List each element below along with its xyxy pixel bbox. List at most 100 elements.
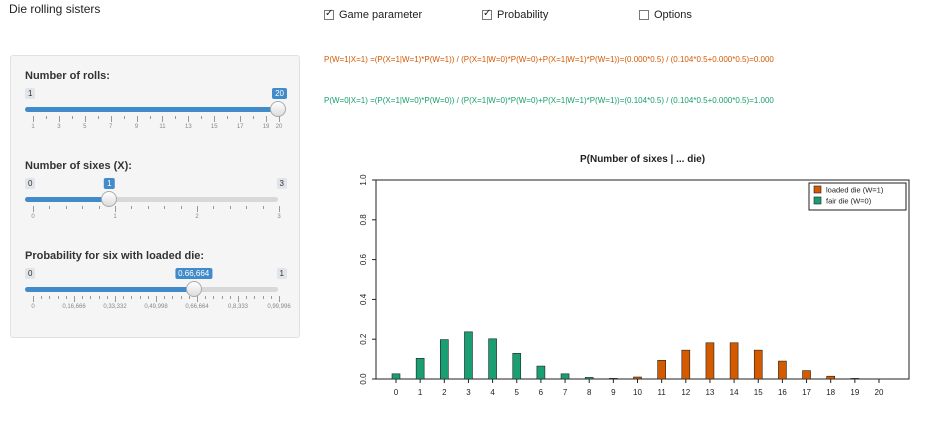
slider-tick-label: 0 xyxy=(31,304,35,310)
slider-tick-label: 13 xyxy=(185,124,192,130)
sixes-slider-ticks: 0 1 2 3 xyxy=(31,206,281,220)
legend-label: fair die (W=0) xyxy=(826,197,872,206)
toggle-options[interactable]: Options xyxy=(639,9,692,21)
slider-minor-tick xyxy=(65,206,67,209)
slider-minor-tick xyxy=(98,296,100,299)
slider-tick-label: 0,49,998 xyxy=(144,304,168,310)
prob-value-label: 0.66,664 xyxy=(175,268,213,279)
bar xyxy=(560,373,570,380)
y-tick-label: 0.0 xyxy=(359,373,368,385)
slider-tick-label: 1 xyxy=(31,124,35,130)
slider-minor-tick xyxy=(227,116,229,119)
y-tick-label: 0.6 xyxy=(359,253,368,265)
x-tick-label: 16 xyxy=(778,388,787,397)
slider-minor-tick xyxy=(90,296,92,299)
bar xyxy=(536,365,546,380)
slider-minor-tick xyxy=(131,296,133,299)
rolls-slider-handle[interactable] xyxy=(270,101,286,117)
sixes-slider-handle[interactable] xyxy=(101,191,118,207)
slider-minor-tick xyxy=(270,296,272,299)
slider-tick-label: 0,66,664 xyxy=(185,304,209,310)
slider-minor-tick xyxy=(201,116,203,119)
sixes-slider-label: Number of sixes (X): xyxy=(25,160,132,172)
toggle-label: Game parameter xyxy=(339,9,423,21)
slider-minor-tick xyxy=(175,116,177,119)
slider-tick-label: 11 xyxy=(159,124,166,130)
x-tick-label: 0 xyxy=(394,388,399,397)
slider-minor-tick xyxy=(45,116,47,119)
slider-major-tick xyxy=(279,206,280,212)
slider-minor-tick xyxy=(262,296,264,299)
slider-minor-tick xyxy=(123,296,125,299)
legend-swatch xyxy=(813,196,822,205)
legend-swatch xyxy=(813,185,822,194)
rolls-slider-label: Number of rolls: xyxy=(25,70,110,82)
slider-major-tick xyxy=(136,116,138,122)
slider-major-tick xyxy=(156,296,157,302)
slider-minor-tick xyxy=(147,296,149,299)
x-tick-label: 19 xyxy=(850,388,859,397)
distribution-chart: P(Number of sixes | ... die) 0.0 0.2 0.4 0.6… xyxy=(359,154,910,397)
toggle-probability[interactable]: Probability xyxy=(482,8,548,21)
slider-major-tick xyxy=(240,116,242,122)
sixes-max-label: 3 xyxy=(276,178,287,189)
x-tick-label: 8 xyxy=(587,388,592,397)
x-tick-label: 12 xyxy=(681,388,690,397)
slider-minor-tick xyxy=(246,206,248,209)
options-checkbox[interactable] xyxy=(639,10,649,20)
slider-minor-tick xyxy=(131,206,133,209)
y-tick-label: 0.2 xyxy=(359,333,368,345)
bar xyxy=(391,373,401,380)
x-tick-label: 13 xyxy=(705,388,714,397)
game-parameter-checkbox[interactable] xyxy=(324,8,334,20)
slider-tick-label: 0,16,666 xyxy=(62,304,86,310)
posterior-loaded-formula: P(W=1|X=1) =(P(X=1|W=1)*P(W=1)) / (P(X=1… xyxy=(324,55,774,64)
x-tick-label: 20 xyxy=(875,388,884,397)
toggle-game-parameter[interactable]: Game parameter xyxy=(324,8,423,21)
slider-major-tick xyxy=(33,206,34,212)
slider-tick-label: 0 xyxy=(31,214,35,220)
x-tick-label: 17 xyxy=(802,388,811,397)
slider-minor-tick xyxy=(246,296,248,299)
probability-checkbox[interactable] xyxy=(482,8,492,20)
slider-tick-label: 17 xyxy=(236,124,244,130)
sixes-min-label: 0 xyxy=(25,178,36,189)
slider-minor-tick xyxy=(82,206,84,209)
bar xyxy=(705,342,715,380)
slider-minor-tick xyxy=(188,296,190,299)
slider-minor-tick xyxy=(213,206,215,209)
prob-slider-ticks: 0 0,16,666 0,33,332 0,49,998 0,66,664 0,8,333… xyxy=(31,296,291,310)
x-tick-label: 15 xyxy=(754,388,763,397)
slider-major-tick xyxy=(84,116,86,122)
toggle-bar: Game parameter Probability Options xyxy=(0,8,931,23)
x-tick-label: 3 xyxy=(466,388,471,397)
slider-tick-label: 20 xyxy=(275,124,283,130)
slider-minor-tick xyxy=(253,116,255,119)
prob-max-label: 1 xyxy=(276,268,287,279)
x-tick-label: 10 xyxy=(633,388,642,397)
slider-minor-tick xyxy=(180,206,182,209)
slider-major-tick xyxy=(279,116,280,122)
slider-major-tick xyxy=(115,206,116,212)
plot-frame xyxy=(375,179,910,380)
slider-tick-label: 7 xyxy=(109,124,113,130)
slider-tick-label: 0,99,996 xyxy=(267,304,291,310)
prob-slider-handle[interactable] xyxy=(185,281,202,297)
x-tick-label: 7 xyxy=(563,388,568,397)
sixes-slider-track[interactable] xyxy=(25,197,278,202)
slider-tick-label: 1 xyxy=(113,214,117,220)
slider-minor-tick xyxy=(98,206,100,209)
bar xyxy=(512,353,522,380)
sidebar-panel: Number of rolls: 1 20 20 135791113151719… xyxy=(10,55,300,338)
slider-minor-tick xyxy=(164,296,166,299)
slider-minor-tick xyxy=(123,116,125,119)
slider-major-tick xyxy=(214,116,216,122)
slider-tick-label: 0,33,332 xyxy=(103,304,127,310)
bar xyxy=(729,342,739,380)
slider-minor-tick xyxy=(71,116,73,119)
slider-minor-tick xyxy=(213,296,215,299)
slider-tick-label: 15 xyxy=(210,124,218,130)
x-tick-label: 4 xyxy=(490,388,495,397)
y-tick-label: 0.4 xyxy=(359,293,368,305)
x-tick-label: 2 xyxy=(442,388,447,397)
